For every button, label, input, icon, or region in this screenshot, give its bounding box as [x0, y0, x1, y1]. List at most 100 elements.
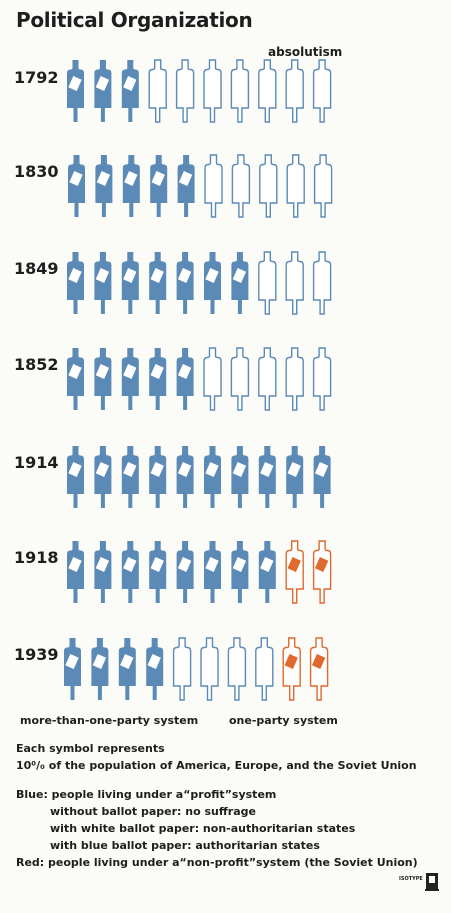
ballot-paper [231, 461, 248, 478]
person-symbol-blue-ballot [176, 348, 194, 410]
ballot-paper [94, 75, 111, 92]
person-symbol-blue-ballot [146, 638, 164, 700]
person-body [230, 59, 250, 123]
person-symbol-blue-ballot [258, 541, 276, 603]
person-symbol-red [312, 540, 332, 604]
person-body [227, 637, 247, 701]
person-body [230, 347, 250, 411]
person-symbol-outline [230, 347, 250, 411]
ballot-paper [91, 653, 108, 670]
person-body [285, 59, 304, 123]
year-label-1914: 1914 [14, 453, 59, 472]
person-symbol-blue-ballot [176, 446, 194, 508]
person-symbol-blue-ballot [231, 252, 249, 314]
person-symbol-blue-ballot [64, 638, 81, 700]
legend-blue-blue-ballot: with blue ballot paper: authoritarian st… [50, 839, 320, 852]
ballot-paper [259, 461, 275, 478]
person-symbol-outline [259, 154, 278, 218]
legend-red-heading: Red: people living under a“non-profit”sy… [16, 856, 418, 869]
ballot-paper [119, 653, 135, 670]
ballot-paper [231, 556, 248, 573]
person-symbol-outline [285, 59, 304, 123]
person-symbol-blue-ballot [91, 638, 109, 700]
person-body [259, 154, 278, 218]
pictogram-row-1914 [67, 446, 331, 508]
ballot-paper [149, 363, 165, 380]
pictogram-row-1918 [67, 540, 332, 604]
person-body [312, 347, 332, 411]
person-symbol-outline [258, 251, 277, 315]
isotype-mark: ISOTYPE [399, 876, 423, 882]
person-body [175, 59, 195, 123]
person-symbol-blue-ballot [149, 348, 167, 410]
person-body [312, 251, 332, 315]
person-symbol-blue-ballot [176, 541, 194, 603]
person-symbol-blue-ballot [67, 252, 84, 314]
ballot-paper [310, 653, 327, 670]
isotype-logo-icon [425, 873, 439, 891]
pictogram-row-1830 [68, 154, 333, 218]
ballot-paper [204, 267, 220, 284]
person-symbol-blue-ballot [67, 348, 84, 410]
ballot-paper [204, 556, 220, 573]
person-body [203, 347, 222, 411]
person-symbol-outline [258, 59, 277, 123]
person-symbol-blue-ballot [149, 541, 167, 603]
legend-symbol-line-1: Each symbol represents [16, 742, 165, 755]
person-symbol-outline [285, 251, 304, 315]
ballot-paper [149, 267, 165, 284]
person-body [258, 347, 277, 411]
ballot-paper [176, 461, 193, 478]
year-label-1918: 1918 [14, 548, 59, 567]
person-symbol-blue-ballot [176, 252, 194, 314]
person-symbol-outline [312, 59, 332, 123]
person-body [231, 154, 251, 218]
ballot-paper [149, 461, 165, 478]
person-symbol-outline [230, 59, 250, 123]
person-symbol-outline [255, 637, 274, 701]
ballot-paper [313, 461, 330, 478]
person-symbol-blue-ballot [95, 155, 113, 217]
person-symbol-outline [148, 59, 167, 123]
person-symbol-blue-ballot [313, 446, 331, 508]
ballot-paper [176, 556, 193, 573]
ballot-paper [176, 363, 193, 380]
person-symbol-outline [227, 637, 247, 701]
pictogram-row-1792 [67, 59, 332, 123]
person-body [255, 637, 274, 701]
person-symbol-blue-ballot [122, 155, 140, 217]
legend-blue-no-suffrage: without ballot paper: no suffrage [50, 805, 256, 818]
ballot-paper [68, 170, 84, 187]
pictogram-chart [64, 59, 333, 701]
person-symbol-outline [200, 637, 219, 701]
person-symbol-blue-ballot [204, 252, 221, 314]
multi-party-system-label: more-than-one-party system [20, 714, 199, 727]
year-label-1852: 1852 [14, 355, 59, 374]
person-symbol-outline [231, 154, 251, 218]
ballot-paper [122, 267, 138, 284]
year-label-1939: 1939 [14, 645, 59, 664]
person-body [172, 637, 192, 701]
ballot-paper [94, 363, 111, 380]
ballot-paper [94, 267, 111, 284]
person-symbol-blue-ballot [204, 541, 221, 603]
person-symbol-outline [172, 637, 192, 701]
ballot-paper [259, 556, 275, 573]
person-symbol-outline [312, 347, 332, 411]
legend-symbol-line-2: 10⁰/₀ of the population of America, Euro… [16, 759, 417, 772]
person-symbol-blue-ballot [121, 446, 139, 508]
person-symbol-outline [203, 59, 222, 123]
person-symbol-outline [312, 251, 332, 315]
ballot-paper [122, 556, 138, 573]
person-symbol-blue-ballot [149, 252, 167, 314]
person-symbol-outline [286, 154, 305, 218]
ballot-paper [95, 170, 112, 187]
ballot-paper [286, 461, 302, 478]
person-symbol-blue-ballot [67, 541, 84, 603]
ballot-paper [146, 653, 162, 670]
ballot-paper [150, 170, 166, 187]
person-symbol-blue-ballot [118, 638, 136, 700]
person-body [200, 637, 219, 701]
person-symbol-outline [313, 154, 333, 218]
person-symbol-blue-ballot [67, 446, 84, 508]
